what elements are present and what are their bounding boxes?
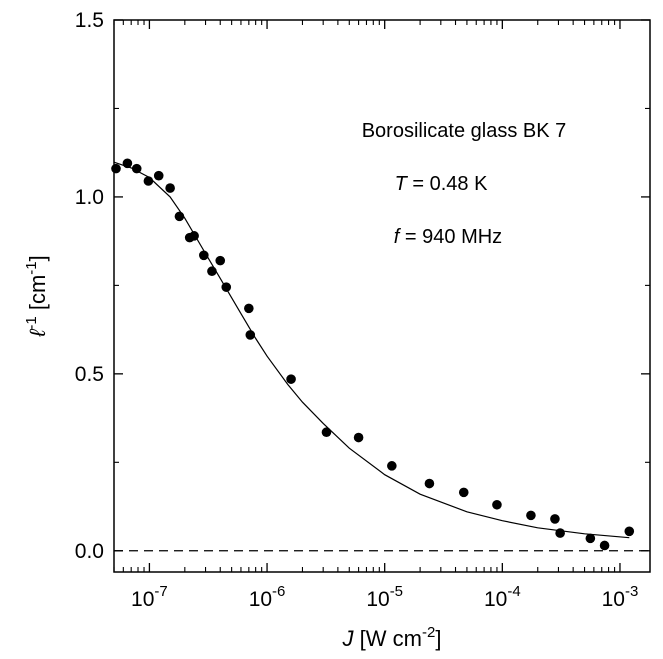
data-point — [221, 282, 232, 292]
data-point — [153, 170, 164, 181]
annotation-temperature-value: = 0.48 K — [407, 173, 488, 195]
x-tick-label: 10-3 — [602, 583, 639, 611]
data-point — [550, 514, 560, 524]
data-point — [215, 255, 226, 266]
y-axis-label: ℓ-1 [cm-1] — [23, 255, 50, 338]
y-axis-close: ] — [25, 255, 50, 261]
data-point — [555, 528, 565, 538]
data-point — [624, 526, 635, 537]
data-point — [122, 158, 133, 169]
data-point — [131, 163, 142, 174]
data-point — [207, 266, 217, 277]
data-point — [165, 183, 175, 193]
y-tick-label: 1.5 — [75, 9, 104, 32]
data-point — [585, 533, 596, 544]
x-tick-label: 10-6 — [249, 583, 286, 611]
x-tick-label: 10-4 — [484, 583, 521, 611]
data-point — [111, 163, 121, 174]
x-axis-unit-exp: -2 — [422, 624, 435, 641]
x-tick-label: 10-5 — [366, 583, 403, 611]
y-axis-unit-exp: -1 — [23, 261, 40, 274]
fit-curve — [113, 161, 630, 539]
annotation-frequency-value: = 940 MHz — [399, 226, 502, 248]
data-point — [244, 303, 254, 314]
y-tick-label: 0.5 — [75, 363, 104, 386]
data-point — [492, 499, 502, 510]
data-point — [189, 231, 199, 241]
data-point — [143, 176, 154, 186]
x-tick-label: 10-7 — [131, 583, 168, 611]
x-axis-var: J — [342, 626, 355, 651]
annotation-temperature-var: T — [395, 173, 409, 195]
data-point — [245, 330, 256, 340]
data-point — [199, 250, 209, 261]
data-point — [174, 211, 185, 222]
y-tick-label: 1.0 — [75, 186, 104, 209]
annotation-frequency-var: f — [394, 226, 402, 248]
data-point — [599, 540, 610, 551]
y-axis-var: ℓ — [25, 329, 50, 338]
annotation-frequency: f = 940 MHz — [394, 226, 502, 248]
annotation-temperature: T = 0.48 K — [395, 173, 488, 195]
data-point — [424, 478, 435, 489]
y-tick-label: 0.0 — [75, 540, 104, 563]
data-point — [321, 427, 332, 438]
x-axis-label: J [W cm-2] — [342, 624, 442, 651]
annotation-sample: Borosilicate glass BK 7 — [362, 120, 567, 142]
data-point — [526, 510, 536, 521]
data-point — [286, 374, 296, 384]
plot-frame — [113, 19, 651, 573]
y-axis-unit: [cm — [25, 275, 50, 317]
y-axis-var-exp: -1 — [23, 316, 40, 329]
x-axis-unit: [W cm — [354, 626, 422, 651]
x-axis-close: ] — [435, 626, 441, 651]
data-point — [387, 461, 397, 471]
data-point — [353, 432, 364, 443]
data-point — [458, 487, 469, 498]
